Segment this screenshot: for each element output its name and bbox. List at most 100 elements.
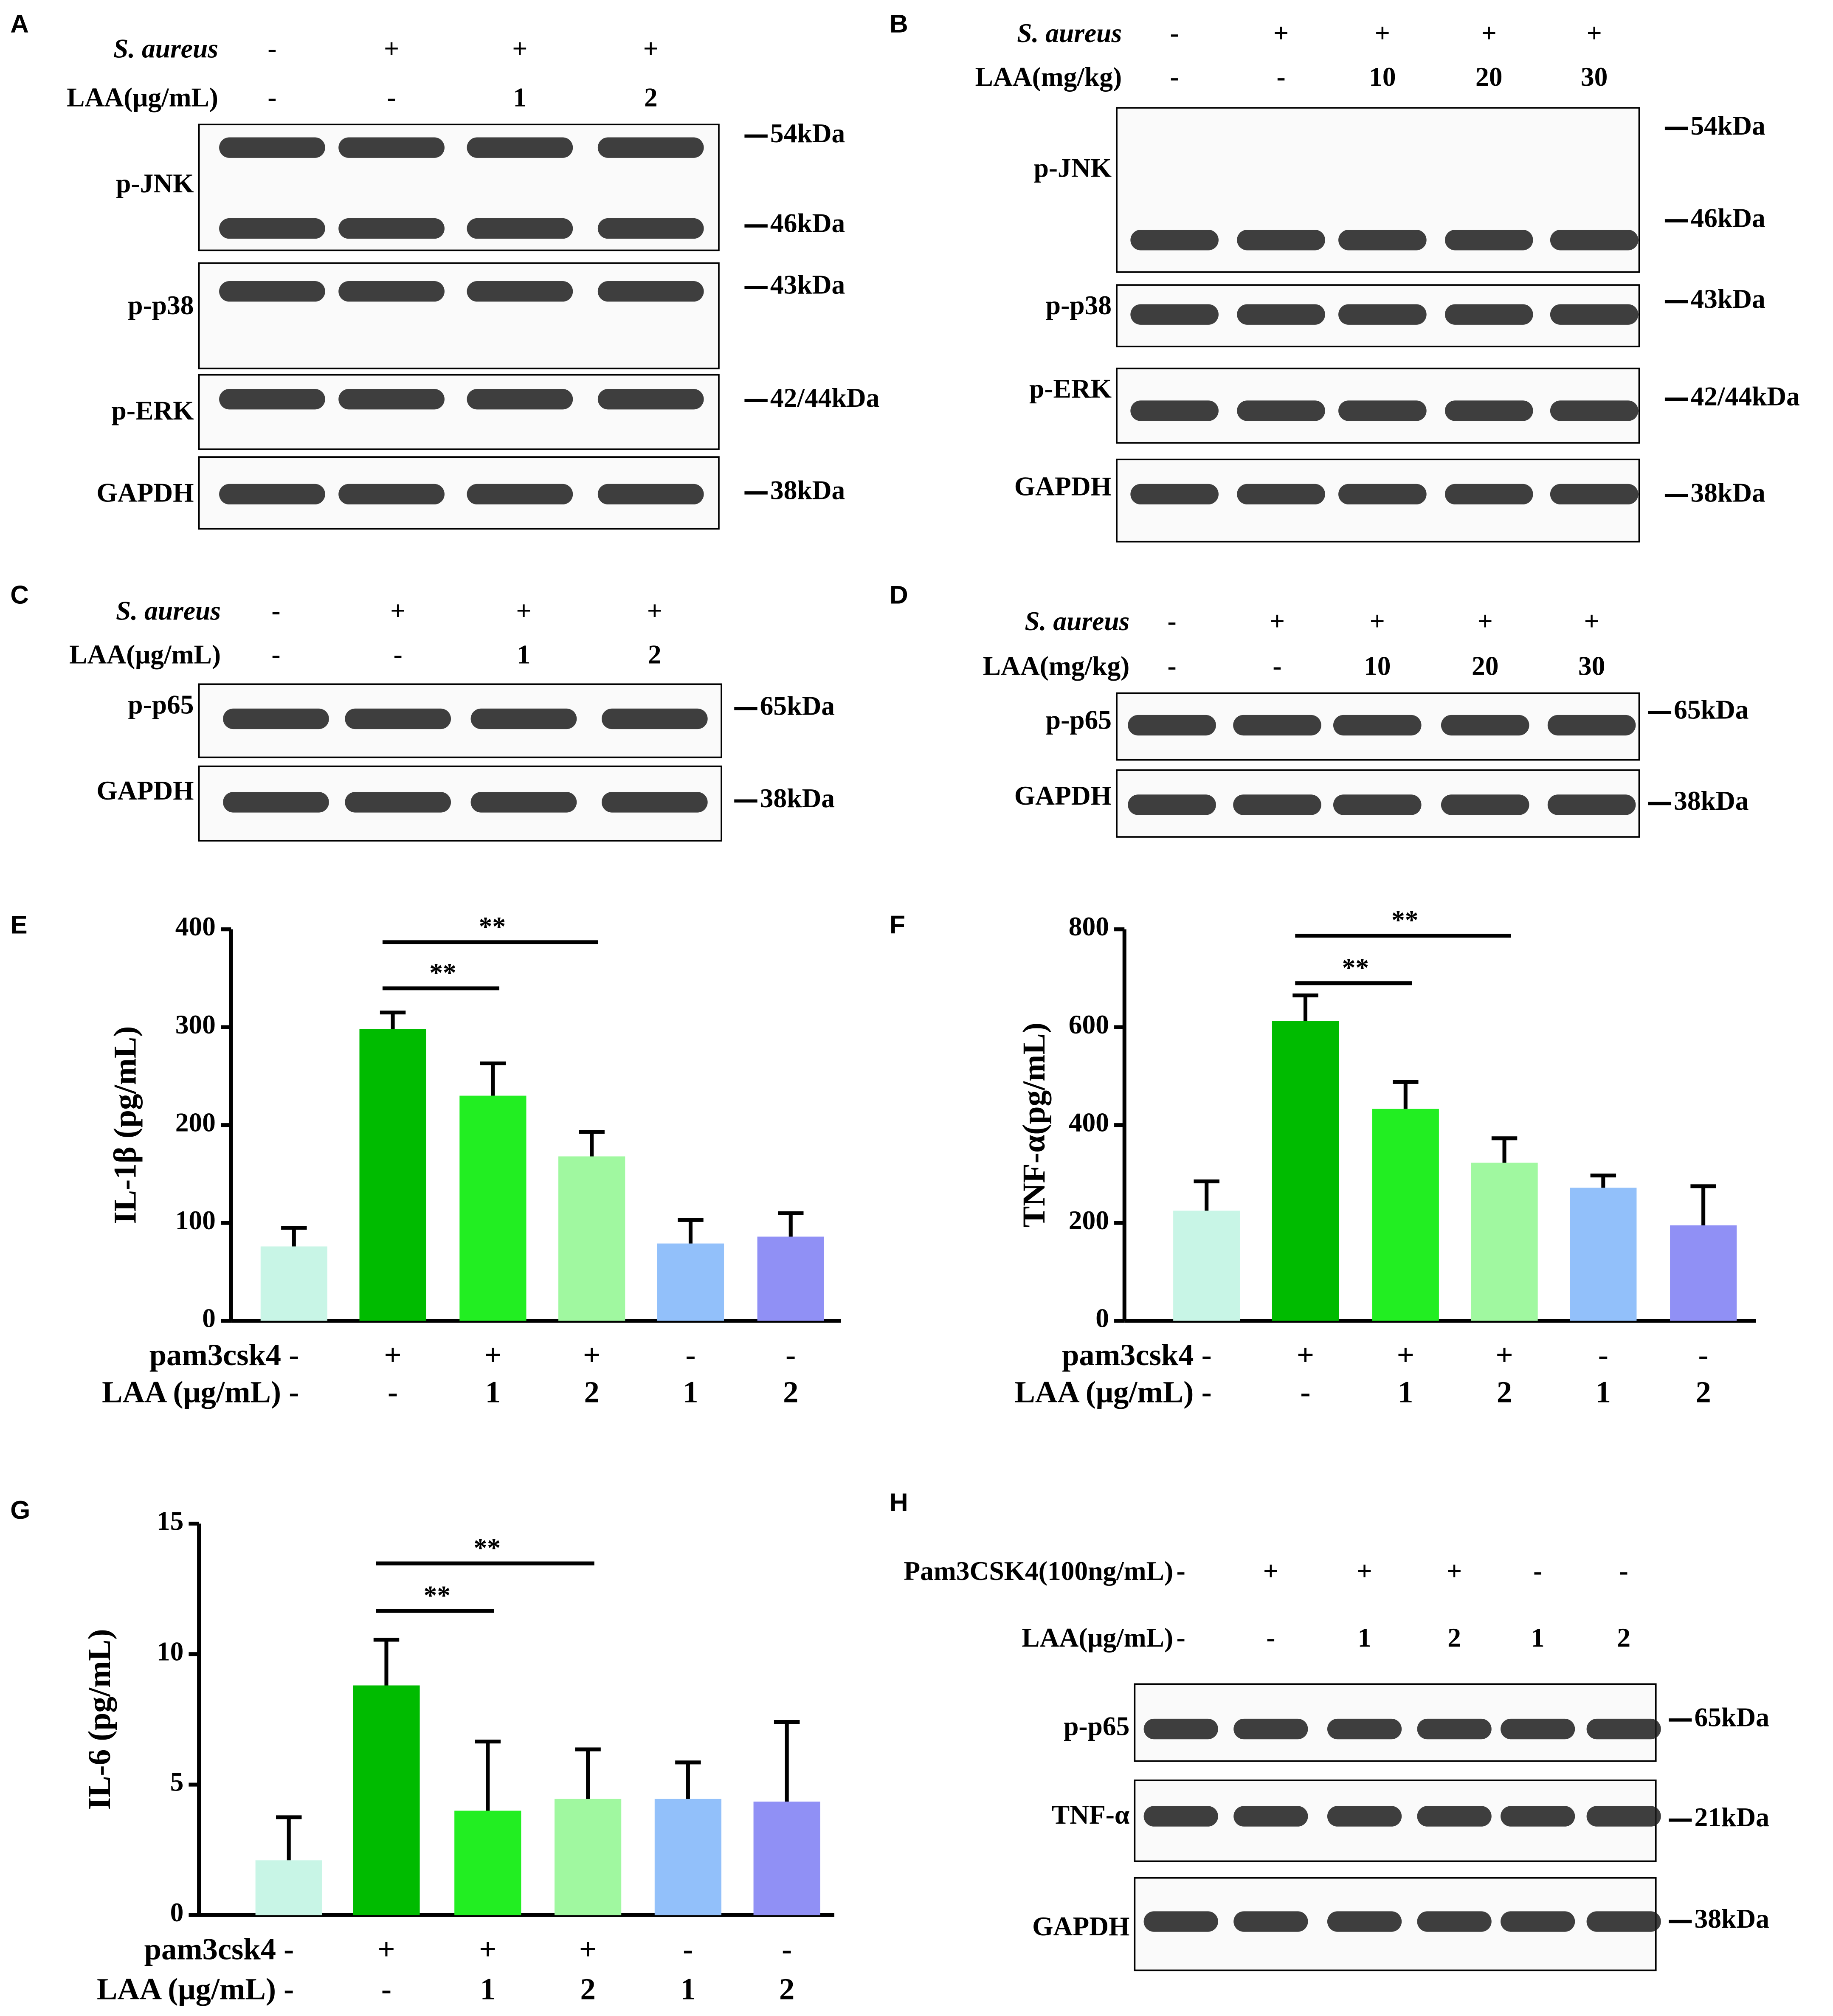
band: [223, 708, 329, 729]
condition-value: +: [1397, 1337, 1414, 1372]
condition-value: +: [484, 1337, 501, 1372]
condition-value: -: [1170, 18, 1179, 48]
bar: [753, 1802, 820, 1915]
band: [1327, 1718, 1402, 1740]
condition-value: -: [1202, 1337, 1212, 1372]
bar: [1670, 1225, 1737, 1321]
band: [223, 792, 329, 813]
condition-value: -: [271, 596, 280, 626]
condition-value: 1: [1358, 1622, 1371, 1653]
marker-label: 42/44kDa: [770, 383, 879, 413]
panel-letter: E: [10, 910, 27, 939]
condition-value: -: [1168, 651, 1177, 681]
blot-name: p-JNK: [116, 168, 194, 198]
band: [597, 137, 704, 158]
band: [1444, 230, 1533, 251]
blot-box: [198, 262, 720, 369]
blot-name: GAPDH: [1014, 780, 1112, 811]
condition-name: LAA (μg/mL): [102, 1375, 281, 1409]
band: [1237, 304, 1325, 325]
bar: [657, 1243, 724, 1321]
condition-name: LAA(μg/mL): [67, 82, 218, 112]
error-bar: [475, 1740, 501, 1811]
band: [345, 792, 451, 813]
band: [1128, 715, 1216, 736]
band: [1233, 1911, 1308, 1932]
band: [1417, 1718, 1492, 1740]
condition-value: -: [683, 1932, 693, 1966]
condition-value: -: [271, 639, 280, 669]
condition-name: S. aureus: [116, 596, 221, 626]
condition-name: LAA(mg/kg): [983, 651, 1130, 681]
blot-name: GAPDH: [96, 477, 194, 507]
condition-value: +: [516, 596, 531, 626]
panel-letter: B: [890, 9, 908, 38]
y-tick-label: 200: [1069, 1205, 1109, 1235]
condition-value: +: [1447, 1556, 1462, 1586]
bar: [555, 1799, 622, 1915]
y-tick-label: 800: [1069, 911, 1109, 941]
band: [1327, 1911, 1402, 1932]
error-bar: [1590, 1173, 1616, 1188]
y-tick-label: 200: [175, 1107, 216, 1137]
y-tick-label: 600: [1069, 1009, 1109, 1039]
condition-value: 2: [779, 1971, 794, 2006]
band: [1444, 400, 1533, 421]
blot-box: [198, 374, 720, 450]
band: [219, 484, 325, 505]
marker-label: 54kDa: [1690, 110, 1765, 141]
marker-label: 65kDa: [1674, 694, 1749, 724]
band: [470, 792, 577, 813]
condition-value: +: [1263, 1556, 1278, 1586]
blot-name: GAPDH: [96, 775, 194, 805]
y-tick-label: 0: [170, 1897, 184, 1927]
band: [1586, 1911, 1661, 1932]
condition-name: pam3csk4: [149, 1337, 281, 1372]
condition-value: -: [267, 33, 276, 63]
bar: [1372, 1109, 1439, 1321]
condition-value: -: [394, 639, 403, 669]
band: [1327, 1806, 1402, 1827]
bar: [1173, 1211, 1240, 1321]
condition-value: -: [1177, 1622, 1185, 1653]
condition-value: -: [267, 82, 276, 112]
condition-value: 1: [680, 1971, 695, 2006]
condition-value: +: [1370, 606, 1385, 636]
bar: [255, 1860, 322, 1915]
condition-value: +: [479, 1932, 496, 1966]
condition-value: 2: [648, 639, 662, 669]
condition-value: +: [583, 1337, 600, 1372]
condition-name: S. aureus: [1025, 606, 1129, 636]
band: [1237, 230, 1325, 251]
condition-value: -: [782, 1932, 792, 1966]
blot-name: TNF-α: [1052, 1799, 1130, 1830]
band: [1417, 1911, 1492, 1932]
bar: [1570, 1188, 1637, 1321]
marker-label: 38kDa: [1694, 1903, 1769, 1934]
band: [1441, 715, 1529, 736]
blot-name: p-p65: [128, 689, 194, 719]
condition-value: 2: [1695, 1375, 1711, 1409]
condition-value: 1: [1398, 1375, 1413, 1409]
panel-letter: H: [890, 1488, 908, 1517]
panel-letter: C: [10, 580, 29, 609]
band: [1143, 1806, 1218, 1827]
condition-name: LAA(μg/mL): [69, 639, 221, 669]
band: [1130, 304, 1219, 325]
y-tick-label: 10: [157, 1636, 183, 1666]
error-bar: [1491, 1136, 1518, 1163]
condition-value: 20: [1472, 651, 1498, 681]
band: [338, 218, 445, 239]
band: [219, 137, 325, 158]
condition-value: 1: [1596, 1375, 1611, 1409]
panel-letter: A: [10, 9, 29, 38]
condition-value: 1: [683, 1375, 698, 1409]
y-tick-label: 300: [175, 1009, 216, 1039]
band: [1550, 304, 1639, 325]
condition-name: LAA(mg/kg): [975, 62, 1122, 92]
band: [1550, 484, 1639, 505]
condition-value: -: [387, 82, 396, 112]
band: [1550, 400, 1639, 421]
